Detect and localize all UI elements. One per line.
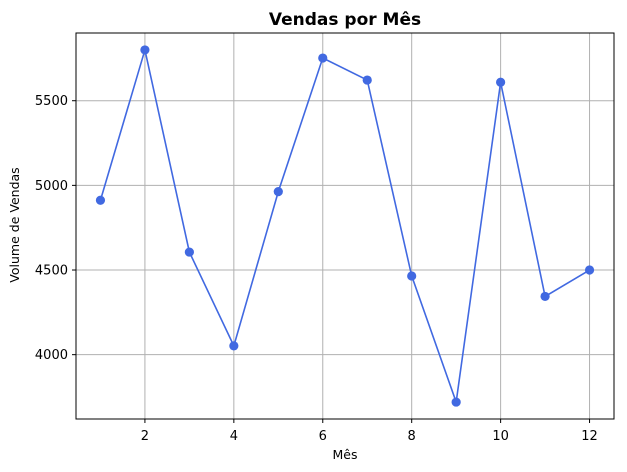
data-point xyxy=(229,341,239,351)
y-axis-ticks: 4000 4500 5000 5500 xyxy=(35,94,76,363)
data-point xyxy=(362,75,372,85)
data-point xyxy=(496,77,506,87)
data-point xyxy=(584,265,595,275)
data-points xyxy=(95,45,595,407)
data-point xyxy=(184,247,194,257)
data-point xyxy=(273,187,283,197)
data-point xyxy=(95,195,106,205)
y-tick-label: 4500 xyxy=(35,264,68,279)
y-tick-label: 4000 xyxy=(35,348,68,363)
data-point xyxy=(318,53,328,63)
x-tick-label: 10 xyxy=(492,429,509,444)
x-tick-label: 4 xyxy=(230,429,238,444)
data-point xyxy=(140,45,150,55)
y-tick-label: 5000 xyxy=(35,179,68,194)
data-point xyxy=(407,271,417,281)
series-line-layer xyxy=(99,49,590,403)
x-tick-label: 12 xyxy=(581,429,598,444)
x-tick-label: 2 xyxy=(141,429,149,444)
y-tick-label: 5500 xyxy=(35,94,68,109)
series-line xyxy=(99,49,590,403)
x-axis-ticks: 2 4 6 8 10 12 xyxy=(141,419,598,444)
plot-area-frame xyxy=(75,32,615,420)
data-point xyxy=(451,397,461,407)
grid-lines xyxy=(76,33,614,419)
chart-title: Vendas por Mês xyxy=(269,10,421,30)
x-tick-label: 8 xyxy=(408,429,416,444)
data-point xyxy=(540,291,550,302)
x-tick-label: 6 xyxy=(319,429,327,444)
x-axis-label: Mês xyxy=(333,447,358,462)
y-axis-label: Volume de Vendas xyxy=(7,167,22,282)
